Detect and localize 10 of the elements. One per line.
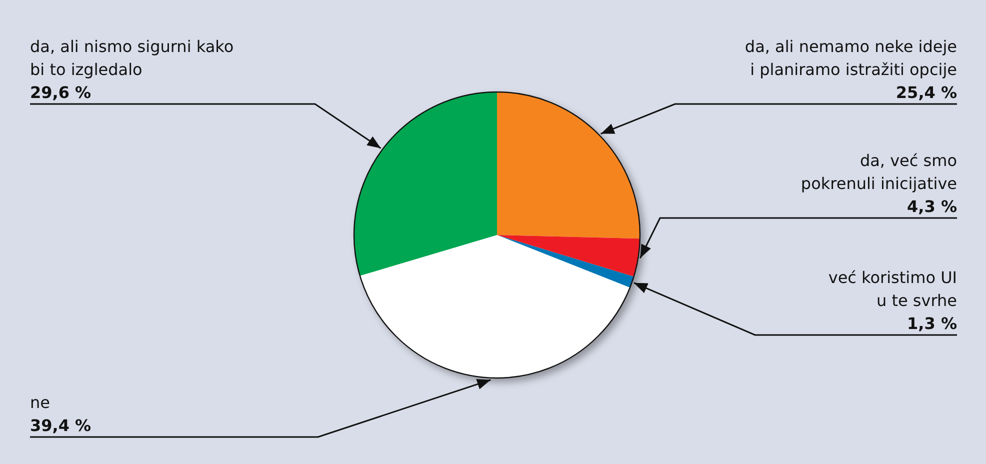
data-label: 1,3 % xyxy=(907,314,957,333)
slice-label: da, ali nemamo neke ideje i planiramo istražiti opcije xyxy=(744,37,957,79)
slice-label: ne xyxy=(30,393,50,412)
data-label: 4,3 % xyxy=(907,197,957,216)
slice-label: da, ali nismo sigurni kako bi to izgledalo xyxy=(30,37,234,79)
data-label: 39,4 % xyxy=(30,416,92,435)
slice-label: već koristimo UI u te svrhe xyxy=(828,268,957,310)
slice-label: da, već smo pokrenuli inicijative xyxy=(800,151,957,193)
data-label: 29,6 % xyxy=(30,83,92,102)
data-label: 25,4 % xyxy=(896,83,957,102)
